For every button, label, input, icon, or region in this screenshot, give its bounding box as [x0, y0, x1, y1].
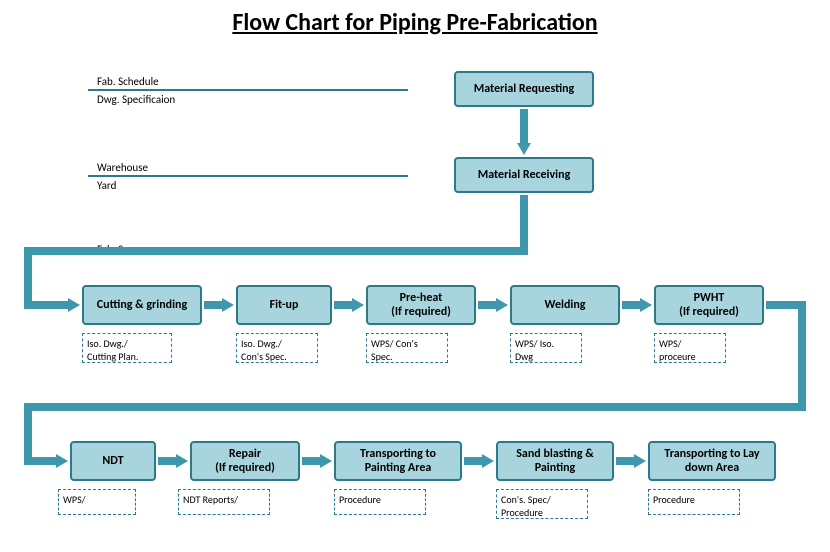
node-cutting: Cutting & grinding — [82, 285, 202, 325]
connector — [24, 403, 806, 411]
label-dwg-spec: Dwg. Specificaion — [97, 93, 175, 106]
connector — [24, 403, 32, 461]
arrow-down-icon — [517, 143, 531, 155]
node-ndt: NDT — [70, 441, 156, 481]
doc-ndt: WPS/ — [58, 489, 136, 515]
node-material-requesting: Material Requesting — [454, 71, 594, 107]
connector — [24, 247, 32, 301]
arrow-right-icon — [496, 298, 508, 312]
doc-transport-lay: Procedure — [648, 489, 740, 515]
arrow-right-icon — [320, 454, 332, 468]
doc-pwht: WPS/ proceure — [654, 333, 726, 363]
connector — [520, 109, 528, 143]
node-fitup: Fit-up — [236, 285, 332, 325]
connector — [334, 301, 354, 309]
doc-sandblast: Con's. Spec/ Procedure — [496, 489, 588, 519]
connector — [478, 301, 498, 309]
arrow-right-icon — [222, 298, 234, 312]
connector — [24, 457, 56, 465]
connector — [520, 195, 528, 247]
connector — [616, 457, 636, 465]
arrow-right-icon — [482, 454, 494, 468]
connector — [464, 457, 484, 465]
doc-welding: WPS/ Iso. Dwg — [510, 333, 582, 363]
connector — [24, 247, 528, 255]
connector — [24, 301, 68, 309]
node-welding: Welding — [510, 285, 620, 325]
node-repair: Repair (If required) — [190, 441, 300, 481]
connector — [302, 457, 322, 465]
node-pwht: PWHT (If required) — [654, 285, 764, 325]
label-warehouse: Warehouse — [97, 161, 148, 174]
flowchart-canvas: Fab. Schedule Dwg. Specificaion Warehous… — [0, 49, 830, 549]
connector — [622, 301, 642, 309]
node-material-receiving: Material Receiving — [454, 157, 594, 193]
connector — [204, 301, 224, 309]
label-fab-schedule: Fab. Schedule — [97, 75, 159, 88]
node-transport-paint: Transporting to Painting Area — [334, 441, 462, 481]
arrow-right-icon — [634, 454, 646, 468]
divider-line — [88, 89, 408, 91]
arrow-right-icon — [640, 298, 652, 312]
arrow-right-icon — [176, 454, 188, 468]
doc-fitup: Iso. Dwg./ Con's Spec. — [236, 333, 318, 363]
label-yard: Yard — [97, 179, 116, 192]
divider-line — [88, 175, 408, 177]
page-title: Flow Chart for Piping Pre-Fabrication — [0, 8, 830, 37]
arrow-right-icon — [352, 298, 364, 312]
doc-repair: NDT Reports/ — [178, 489, 270, 515]
doc-transport-paint: Procedure — [334, 489, 426, 515]
arrow-right-icon — [56, 454, 68, 468]
node-sandblast: Sand blasting & Painting — [496, 441, 614, 481]
doc-cutting: Iso. Dwg./ Cutting Plan. — [82, 333, 172, 363]
arrow-right-icon — [68, 298, 80, 312]
doc-preheat: WPS/ Con's Spec. — [366, 333, 448, 363]
connector — [798, 301, 806, 411]
node-transport-lay: Transporting to Lay down Area — [648, 441, 776, 481]
node-preheat: Pre-heat (If required) — [366, 285, 476, 325]
connector — [158, 457, 178, 465]
